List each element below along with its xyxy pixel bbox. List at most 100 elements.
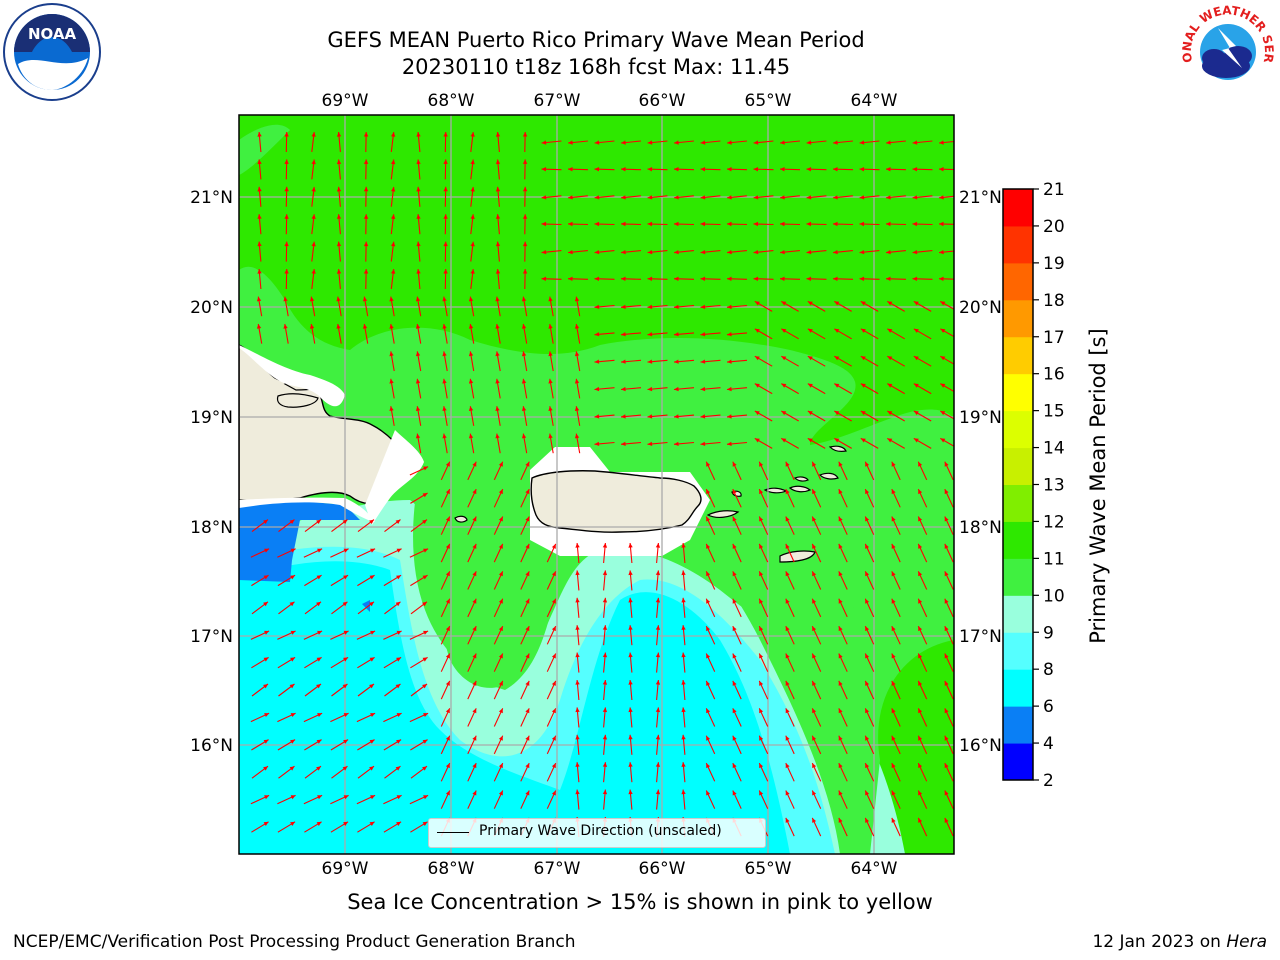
- direction-arrow-head: [912, 250, 918, 255]
- direction-arrow-head: [781, 328, 787, 333]
- direction-arrow-head: [290, 575, 296, 580]
- direction-arrow-head: [732, 571, 737, 577]
- direction-arrow-head: [655, 652, 661, 658]
- direction-arrow-head: [316, 575, 322, 580]
- direction-arrow-head: [834, 356, 840, 361]
- direction-arrow-head: [257, 214, 262, 219]
- direction-arrow-head: [317, 548, 323, 553]
- direction-arrow-head: [865, 763, 870, 769]
- colorbar-tick-label: 6: [1043, 697, 1054, 717]
- direction-arrow-head: [865, 516, 870, 522]
- direction-arrow-head: [860, 356, 866, 361]
- direction-arrow-head: [472, 461, 477, 467]
- direction-arrow-head: [541, 167, 547, 172]
- direction-arrow-head: [628, 597, 633, 603]
- direction-arrow-head: [415, 296, 421, 302]
- colorbar-segment: [1003, 521, 1033, 559]
- direction-arrow-head: [812, 598, 817, 604]
- direction-arrow-head: [887, 438, 893, 443]
- direction-arrow-head: [396, 739, 402, 744]
- direction-arrow-head: [780, 140, 785, 145]
- direction-arrow-head: [416, 159, 421, 165]
- direction-arrow-head: [940, 301, 946, 306]
- direction-arrow-head: [541, 250, 547, 255]
- direction-arrow-head: [316, 821, 322, 826]
- colorbar-segment: [1003, 189, 1033, 227]
- direction-arrow-head: [812, 653, 817, 659]
- direction-arrow-head: [396, 795, 402, 800]
- direction-arrow-head: [727, 386, 732, 392]
- direction-arrow-head: [700, 359, 706, 364]
- direction-arrow-head: [290, 795, 296, 800]
- direction-arrow-head: [918, 598, 923, 604]
- direction-arrow-head: [674, 167, 679, 172]
- direction-arrow-head: [780, 276, 785, 281]
- direction-arrow-head: [522, 214, 528, 219]
- direction-arrow-head: [263, 821, 269, 826]
- direction-arrow-head: [290, 713, 296, 717]
- direction-arrow-head: [939, 250, 944, 255]
- direction-arrow-head: [284, 186, 289, 192]
- direction-arrow-head: [290, 821, 296, 826]
- direction-arrow-head: [290, 548, 296, 553]
- direction-arrow-head: [674, 359, 679, 364]
- direction-arrow-head: [860, 383, 866, 388]
- noaa-logo-text: NOAA: [28, 25, 77, 43]
- lon-labels-top: 69°W 68°W 67°W 66°W 65°W 64°W: [322, 91, 898, 111]
- direction-arrow-head: [343, 575, 349, 580]
- direction-arrow-head: [833, 250, 838, 255]
- direction-arrow-head: [445, 571, 450, 577]
- direction-arrow-head: [655, 597, 661, 603]
- direction-arrow-head: [548, 406, 553, 411]
- direction-arrow-head: [472, 708, 477, 714]
- direction-arrow-head: [647, 276, 653, 281]
- direction-arrow-head: [575, 762, 580, 767]
- direction-arrow-head: [754, 328, 760, 333]
- direction-arrow-head: [754, 411, 760, 416]
- lat-label: 18°N: [959, 518, 1002, 538]
- direction-arrow-head: [621, 276, 626, 281]
- legend-line-swatch: [437, 832, 469, 833]
- direction-arrow-head: [674, 195, 679, 200]
- direction-arrow-head: [594, 167, 600, 172]
- puerto-rico-land: [530, 470, 702, 533]
- direction-arrow-head: [336, 132, 342, 137]
- direction-arrow-head: [860, 438, 866, 443]
- direction-arrow-head: [732, 653, 737, 659]
- map-legend: Primary Wave Direction (unscaled): [428, 818, 766, 848]
- colorbar: 2 4 6 8 9 10 11 12 13 14 15 16 17 18 19 20 21: [1002, 180, 1065, 791]
- direction-arrow-head: [472, 598, 477, 604]
- direction-arrow-head: [602, 680, 608, 685]
- direction-arrow-head: [732, 489, 737, 495]
- direction-arrow-head: [290, 657, 296, 662]
- direction-arrow-head: [918, 626, 923, 632]
- direction-arrow-head: [495, 159, 501, 165]
- direction-arrow-head: [727, 221, 732, 227]
- direction-arrow-head: [445, 461, 450, 467]
- direction-arrow-head: [472, 489, 477, 495]
- direction-arrow-head: [838, 708, 843, 714]
- direction-arrow-head: [806, 140, 812, 145]
- direction-arrow-head: [575, 680, 580, 685]
- direction-arrow-head: [655, 762, 661, 767]
- direction-arrow-head: [442, 296, 447, 302]
- direction-arrow-head: [284, 214, 289, 219]
- direction-arrow-head: [732, 626, 737, 632]
- direction-arrow-head: [621, 386, 626, 392]
- direction-arrow-head: [806, 195, 812, 200]
- direction-arrow-head: [681, 570, 686, 576]
- direction-arrow-head: [445, 598, 450, 604]
- direction-arrow-head: [370, 795, 376, 800]
- direction-arrow-head: [886, 167, 891, 172]
- direction-arrow-head: [918, 543, 923, 549]
- period-green-east: [690, 516, 954, 854]
- direction-arrow-head: [498, 763, 503, 769]
- lat-label: 20°N: [190, 298, 233, 318]
- chart-title: GEFS MEAN Puerto Rico Primary Wave Mean …: [327, 28, 865, 52]
- direction-arrow-head: [865, 708, 870, 714]
- direction-arrow-head: [655, 707, 661, 713]
- direction-arrow-head: [336, 269, 342, 274]
- direction-arrow-head: [495, 433, 500, 439]
- direction-arrow-head: [468, 406, 474, 411]
- direction-arrow-head: [865, 735, 870, 741]
